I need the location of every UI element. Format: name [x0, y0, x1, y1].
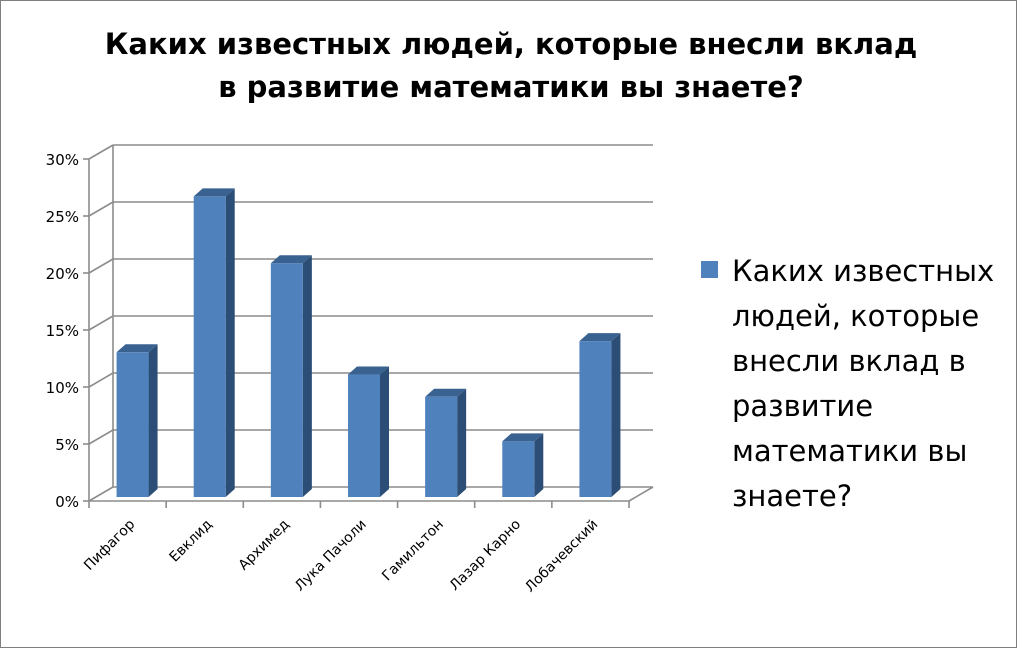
- y-tick-label: 10%: [46, 379, 79, 397]
- y-tick-label: 15%: [46, 322, 79, 340]
- bar-side: [148, 344, 158, 497]
- y-tick-label: 25%: [46, 208, 79, 226]
- gridline-depth: [88, 486, 114, 502]
- floor-right-edge: [628, 486, 654, 502]
- x-tick-label: Евклид: [167, 517, 216, 566]
- legend: Каких известных людей, которые внесли вк…: [701, 249, 1011, 519]
- x-tick-label: Лука Пачоли: [292, 517, 370, 595]
- x-tick-label: Пифагор: [81, 516, 138, 573]
- x-tick-label: Архимед: [236, 517, 293, 574]
- bar-top: [502, 433, 544, 442]
- bar-side: [611, 333, 621, 497]
- gridline-depth: [88, 315, 114, 331]
- gridline-depth: [88, 201, 114, 217]
- bar-top: [425, 388, 467, 397]
- y-tick-label: 5%: [55, 436, 79, 454]
- bar-side: [302, 255, 312, 497]
- chart-title: Каких известных людей, которые внесли вк…: [104, 27, 918, 104]
- gridline-depth: [88, 372, 114, 388]
- bar-side: [225, 188, 235, 497]
- y-tick-label: 20%: [46, 265, 79, 283]
- y-tick-label: 30%: [46, 151, 79, 169]
- bar-top: [193, 188, 235, 197]
- bar: [270, 263, 303, 497]
- x-tick-label: Лазар Карно: [447, 517, 524, 594]
- legend-swatch: [701, 261, 718, 278]
- legend-label: Каких известных людей, которые внесли вк…: [732, 254, 995, 513]
- y-tick-label: 0%: [55, 493, 79, 511]
- bar: [579, 341, 612, 497]
- bar-top: [270, 255, 312, 264]
- bar: [502, 441, 535, 497]
- bar-side: [457, 388, 467, 497]
- gridline-depth: [88, 144, 114, 160]
- x-tick-label: Гамильтон: [379, 517, 447, 585]
- bar: [425, 396, 458, 497]
- bar-top: [579, 333, 621, 342]
- gridline-depth: [88, 258, 114, 274]
- bar-top: [348, 366, 389, 375]
- bar: [348, 374, 380, 497]
- bar-top: [116, 344, 158, 353]
- bar: [116, 352, 149, 497]
- bar: [193, 196, 226, 497]
- x-tick-label: Лобачевский: [522, 517, 601, 596]
- bar-side: [534, 433, 544, 497]
- bar-side: [380, 366, 389, 497]
- gridline-depth: [88, 429, 114, 445]
